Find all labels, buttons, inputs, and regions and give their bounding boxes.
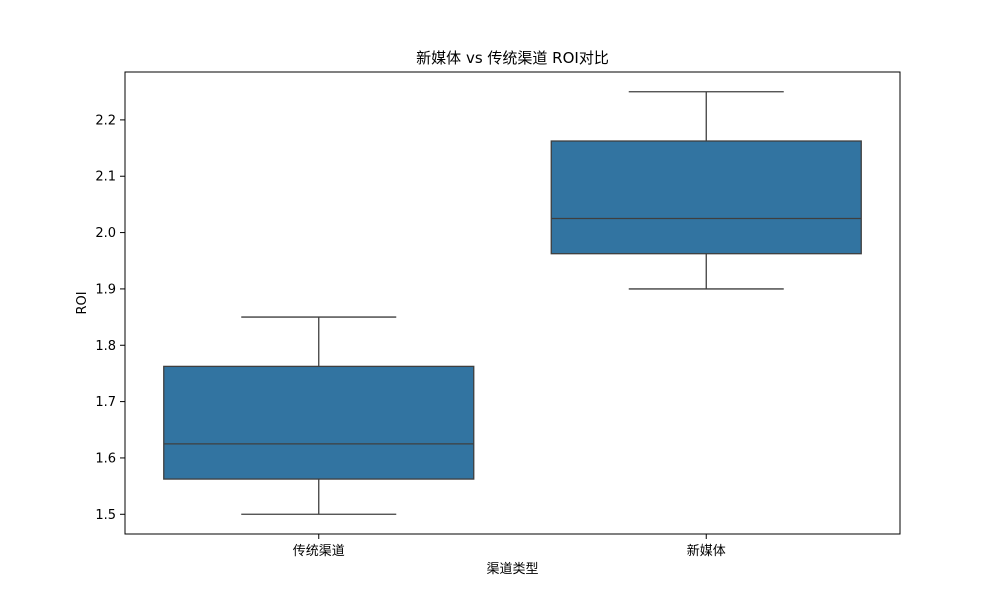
- plot-frame: [124, 71, 901, 535]
- x-tick-label: 新媒体: [687, 543, 726, 559]
- y-axis: 1.5 1.6 1.7 1.8 1.9 2.0 2.1 2.2: [95, 113, 125, 523]
- y-tick-label: 2.2: [95, 113, 116, 128]
- boxes-layer: [163, 91, 862, 515]
- y-tick-label: 2.1: [95, 170, 116, 185]
- y-tick-label: 1.8: [95, 339, 116, 354]
- box-group: [550, 91, 862, 290]
- chart-title: 新媒体 vs 传统渠道 ROI对比: [416, 49, 609, 67]
- y-axis-label: ROI: [75, 291, 90, 314]
- box-group: [163, 316, 475, 515]
- x-axis: 传统渠道 新媒体: [293, 534, 726, 559]
- y-tick-label: 1.6: [95, 451, 116, 466]
- iqr-box: [550, 140, 862, 255]
- x-axis-label: 渠道类型: [486, 562, 538, 577]
- y-tick-label: 2.0: [95, 226, 116, 241]
- x-tick-label: 传统渠道: [293, 544, 345, 559]
- y-tick-label: 1.5: [95, 508, 116, 523]
- y-tick-label: 1.7: [95, 395, 116, 410]
- iqr-box: [163, 365, 475, 480]
- y-tick-label: 1.9: [95, 282, 116, 297]
